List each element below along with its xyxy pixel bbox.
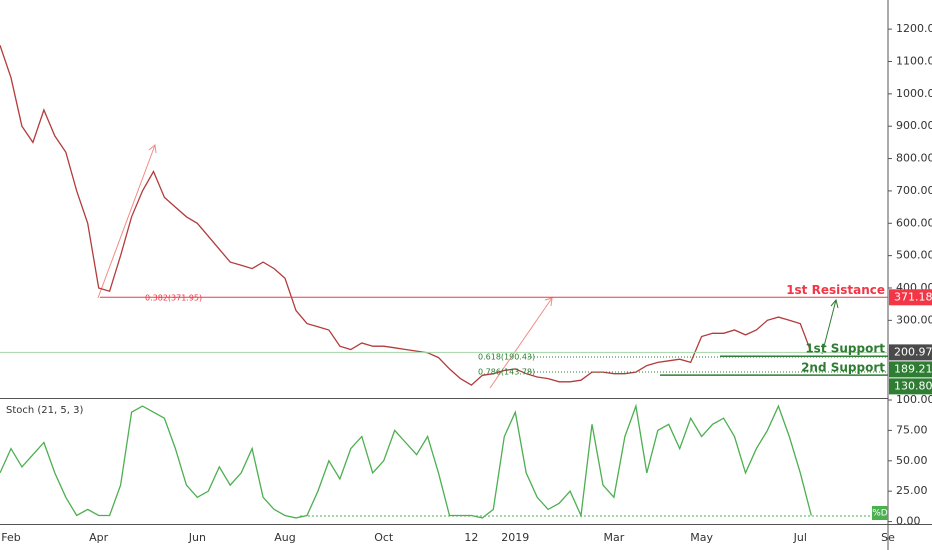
price-tag <box>889 344 932 361</box>
price-tag-label: 189.21 <box>894 362 932 375</box>
data-line <box>0 45 812 386</box>
arrow <box>489 297 553 389</box>
arrows <box>97 144 839 389</box>
y-tick-label: 50.00 <box>896 454 928 467</box>
y-tick-label: 100.00 <box>896 393 932 406</box>
series-tag <box>872 506 888 520</box>
y-tick-label: 900.00 <box>896 119 932 132</box>
fib-label: 0.382(371.95) <box>145 294 202 303</box>
x-tick-label: Aug <box>274 531 295 544</box>
arrow-head <box>148 144 157 154</box>
y-tick-label: 1200.00 <box>896 22 932 35</box>
y-tick-label: 800.00 <box>896 152 932 165</box>
x-tick-label: Se <box>881 531 895 544</box>
y-tick-label: 25.00 <box>896 484 928 497</box>
x-tick-label: Oct <box>374 531 394 544</box>
y-tick-label: 500.00 <box>896 249 932 262</box>
price-tag-label: 371.18 <box>894 290 932 303</box>
y-tick-label: 700.00 <box>896 184 932 197</box>
level-name: 1st Resistance <box>786 283 885 297</box>
price-tag-label: 200.97 <box>894 345 932 358</box>
arrow <box>821 299 837 355</box>
x-tick-label: Apr <box>89 531 109 544</box>
y-tick-label: 1000.00 <box>896 87 932 100</box>
arrow-head <box>830 298 839 309</box>
y-tick-label: 75.00 <box>896 423 928 436</box>
y-tick-label: 0.00 <box>896 515 921 528</box>
y-tick-label: 1100.00 <box>896 54 932 67</box>
y-tick-label: 300.00 <box>896 313 932 326</box>
x-tick-label: Feb <box>1 531 20 544</box>
arrow-head <box>544 297 553 307</box>
data-line <box>0 403 812 519</box>
y-tick-label: 600.00 <box>896 216 932 229</box>
x-tick-label: 2019 <box>501 531 529 544</box>
price-tag <box>889 361 932 378</box>
level-name: 1st Support <box>805 342 885 356</box>
x-tick-label: Jun <box>188 531 206 544</box>
price-tag <box>889 289 932 306</box>
fib-label: 0.618(190.43) <box>478 353 535 362</box>
level-name: 2nd Support <box>801 361 885 375</box>
x-tick-label: 12 <box>464 531 478 544</box>
price-tag <box>889 378 932 395</box>
x-tick-label: Jul <box>793 531 807 544</box>
series-tag-label: %D <box>872 509 888 519</box>
x-tick-label: Mar <box>604 531 625 544</box>
stoch-title: Stoch (21, 5, 3) <box>6 405 83 416</box>
fib-label: 0.786(143.78) <box>478 368 535 377</box>
arrow <box>97 144 156 299</box>
price-tag-label: 130.80 <box>894 379 932 392</box>
x-tick-label: May <box>690 531 713 544</box>
